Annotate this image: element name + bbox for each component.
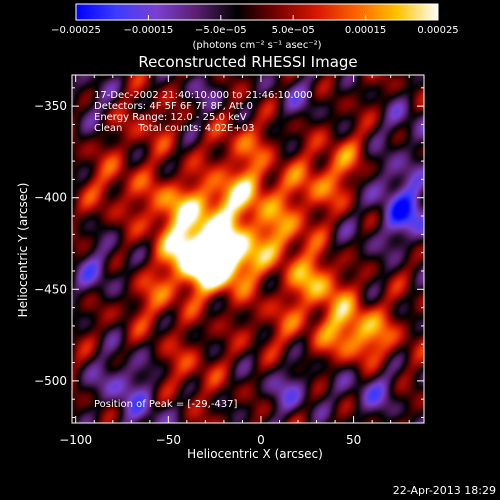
x-tick-label: −100 [59,433,92,447]
timestamp: 22-Apr-2013 18:29 [393,484,496,497]
colorbar-tick-label: 5.0e−05 [272,25,315,36]
x-axis-label: Heliocentric X (arcsec) [187,447,323,461]
peak-position-label: Position of Peak = [-29,-437] [94,399,238,410]
x-tick-label: −50 [156,433,181,447]
annotation-energy-range: Energy Range: 12.0 - 25.0 keV [94,112,247,123]
colorbar-frame [75,3,439,21]
colorbar: −0.00025 −0.00015 −5.0e−05 5.0e−05 0.00015 0.… [51,3,459,51]
heatmap-image [72,75,424,423]
annotation-clean-counts: Clean Total counts: 4.02E+03 [94,123,254,134]
colorbar-tick-label: 0.00015 [345,25,386,36]
colorbar-tick-label: −0.00015 [124,25,174,36]
annotation-block: 17-Dec-2002 21:40:10.000 to 21:46:10.000… [94,90,313,134]
y-axis: −350 −400 −450 −500 [34,87,424,419]
colorbar-tick-label: −5.0e−05 [195,25,247,36]
colorbar-unit-label: (photons cm⁻² s⁻¹ asec⁻²) [192,40,321,51]
heatmap [72,75,424,423]
colorbar-gradient [76,4,438,20]
colorbar-tick-label: −0.00025 [51,25,101,36]
x-axis: −100 −50 0 50 [59,75,410,447]
y-tick-label: −500 [34,374,67,388]
x-tick-label: 0 [257,433,265,447]
y-tick-label: −400 [34,191,67,205]
x-tick-label: 50 [346,433,361,447]
y-tick-label: −450 [34,282,67,296]
y-axis-label: Heliocentric Y (arcsec) [16,183,30,318]
colorbar-tick-label: 0.00025 [417,25,458,36]
plot-frame [71,74,425,424]
annotation-time-range: 17-Dec-2002 21:40:10.000 to 21:46:10.000 [94,90,313,101]
annotation-detectors: Detectors: 4F 5F 6F 7F 8F, Att 0 [94,101,253,112]
chart-title: Reconstructed RHESSI Image [138,53,357,71]
y-tick-label: −350 [34,99,67,113]
